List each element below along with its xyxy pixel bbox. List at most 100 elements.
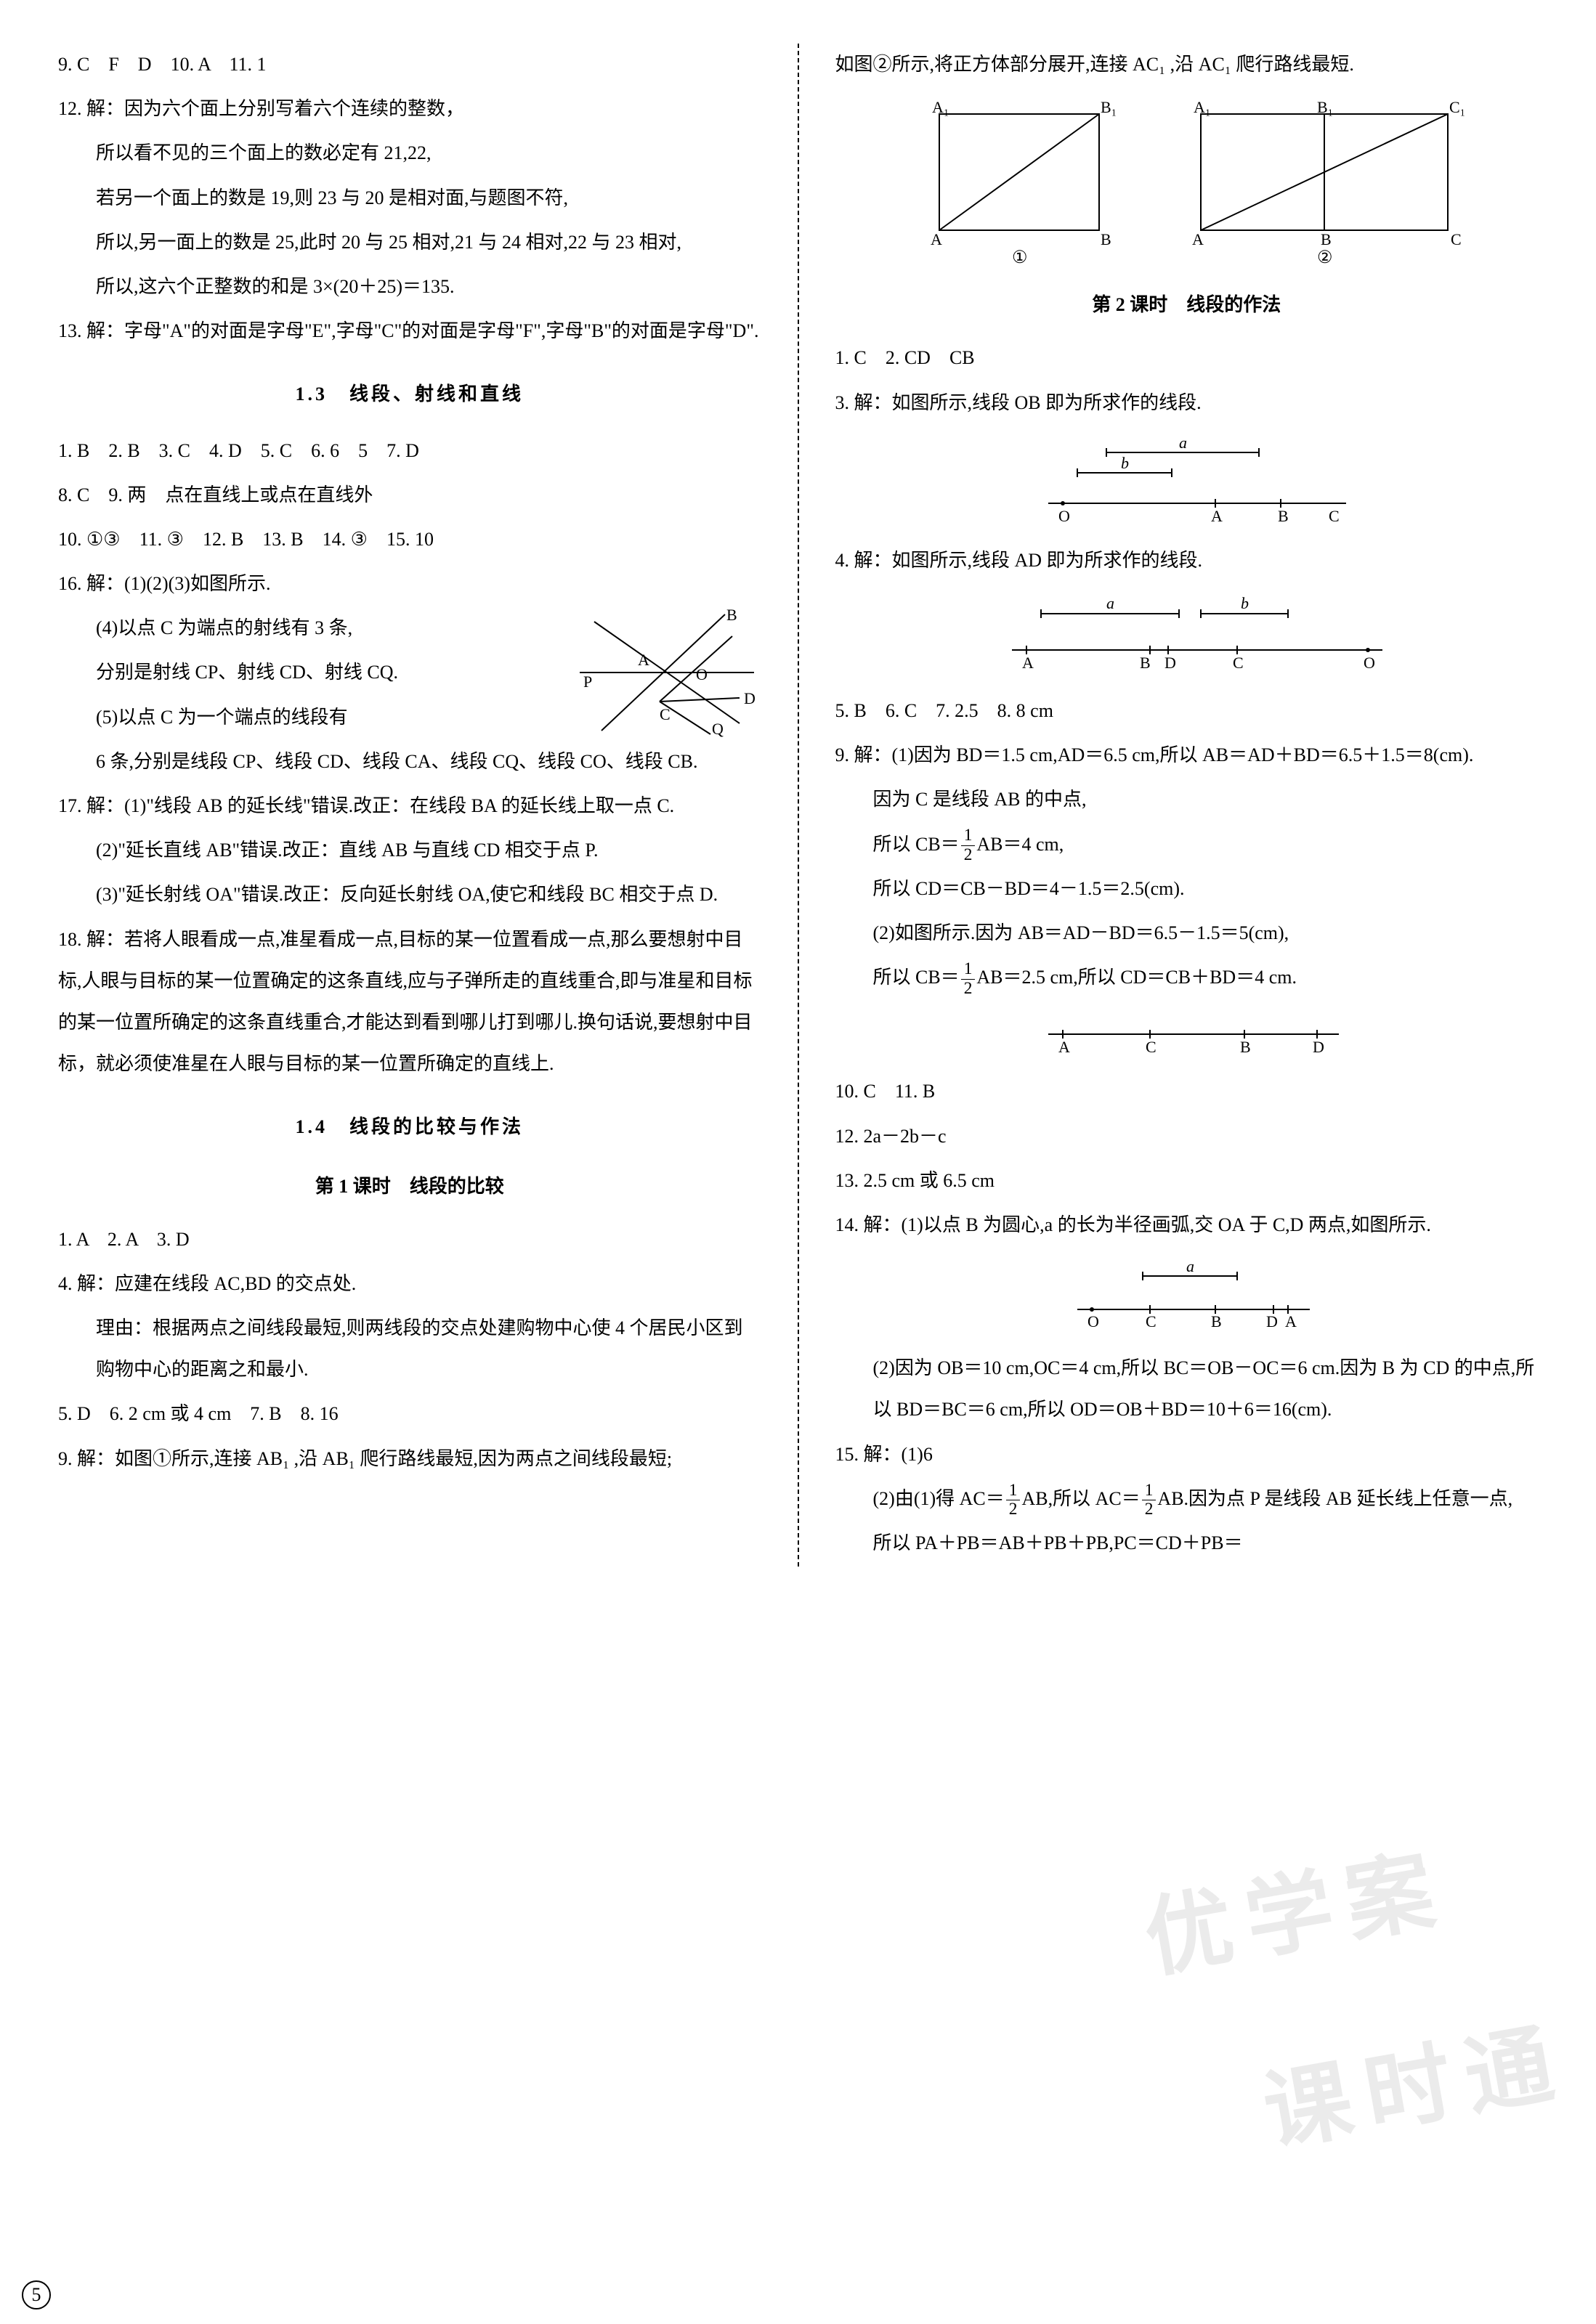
fraction-half: 12: [961, 826, 976, 864]
r-q15c: 所以 PA＋PB＝AB＋PB＋PB,PC＝CD＋PB＝: [835, 1522, 1539, 1564]
svg-text:b: b: [1121, 454, 1129, 472]
s13-row2: 8. C 9. 两 点在直线上或点在直线外: [58, 474, 761, 516]
svg-text:P: P: [583, 673, 592, 691]
r-q9: 9. 解：(1)因为 BD＝1.5 cm,AD＝6.5 cm,所以 AB＝AD＋…: [835, 734, 1539, 776]
r-q3: 3. 解：如图所示,线段 OB 即为所求作的线段.: [835, 382, 1539, 423]
r-q9d: (2)如图所示.因为 AB＝AD－BD＝6.5－1.5＝5(cm),: [835, 912, 1539, 954]
svg-text:C: C: [1233, 654, 1244, 672]
fraction-half-3: 12: [1006, 1482, 1021, 1519]
svg-text:A: A: [1211, 507, 1223, 525]
svg-text:B: B: [1140, 654, 1151, 672]
r-q14: 14. 解：(1)以点 B 为圆心,a 的长为半径画弧,交 OA 于 C,D 两…: [835, 1204, 1539, 1246]
page-columns: 9. C F D 10. A 11. 1 12. 解：因为六个面上分别写着六个连…: [58, 44, 1538, 1567]
q4: 4. 解：应建在线段 AC,BD 的交点处.: [58, 1263, 761, 1304]
label-A1-2: A₁: [1194, 99, 1211, 116]
label-B: B: [1101, 230, 1111, 248]
svg-text:B: B: [1211, 1312, 1222, 1330]
s141-row1: 1. A 2. A 3. D: [58, 1219, 761, 1260]
s13-row1: 1. B 2. B 3. C 4. D 5. C 6. 6 5 7. D: [58, 430, 761, 471]
q17c: (3)"延长射线 OA"错误.改正：反向延长射线 OA,使它和线段 BC 相交于…: [58, 874, 761, 915]
svg-text:B: B: [726, 607, 737, 624]
q17: 17. 解：(1)"线段 AB 的延长线"错误.改正：在线段 BA 的延长线上取…: [58, 785, 761, 826]
section-1-4-title: 1.4 线段的比较与作法: [58, 1106, 761, 1147]
figure-q14: a O C B D A: [835, 1260, 1539, 1333]
r-q9a: 因为 C 是线段 AB 的中点,: [835, 779, 1539, 820]
q12a: 所以看不见的三个面上的数必定有 21,22,: [58, 132, 761, 174]
svg-text:O: O: [1364, 654, 1375, 672]
label-C: C: [1451, 230, 1462, 248]
svg-text:a: a: [1179, 438, 1187, 452]
svg-text:D: D: [1266, 1312, 1278, 1330]
answer-row: 9. C F D 10. A 11. 1: [58, 44, 761, 85]
label-B1: B₁: [1101, 99, 1117, 116]
svg-text:Q: Q: [712, 720, 724, 738]
lesson-1-title: 第 1 课时 线段的比较: [58, 1166, 761, 1207]
r-row1: 1. C 2. CD CB: [835, 337, 1539, 378]
left-column: 9. C F D 10. A 11. 1 12. 解：因为六个面上分别写着六个连…: [58, 44, 761, 1567]
section-1-3-title: 1.3 线段、射线和直线: [58, 373, 761, 415]
right-column: 如图②所示,将正方体部分展开,连接 AC₁ ,沿 AC₁ 爬行路线最短. A₁ …: [835, 44, 1539, 1567]
fraction-half-2: 12: [961, 960, 976, 998]
svg-text:a: a: [1186, 1260, 1194, 1275]
r-top: 如图②所示,将正方体部分展开,连接 AC₁ ,沿 AC₁ 爬行路线最短.: [835, 44, 1539, 85]
q16c: (5)以点 C 为一个端点的线段有: [58, 696, 558, 738]
r-q15: 15. 解：(1)6: [835, 1434, 1539, 1475]
figure-q16: P A O B C D Q: [572, 607, 761, 738]
svg-text:A: A: [1285, 1312, 1297, 1330]
q16b: 分别是射线 CP、射线 CD、射线 CQ.: [58, 651, 558, 693]
svg-text:C: C: [1146, 1312, 1157, 1330]
label-B-2: B: [1321, 230, 1332, 248]
svg-text:O: O: [1058, 507, 1070, 525]
watermark: 优学案 课时通: [1130, 1779, 1582, 2225]
q16-with-figure: (4)以点 C 为端点的射线有 3 条, 分别是射线 CP、射线 CD、射线 C…: [58, 607, 761, 741]
label-A-2: A: [1192, 230, 1204, 248]
r-q12: 12. 2a－2b－c: [835, 1116, 1539, 1157]
label-A1: A₁: [932, 99, 949, 116]
label-one: ①: [1012, 248, 1028, 267]
figure-q4: a b A B D C O: [835, 596, 1539, 675]
svg-text:A: A: [1058, 1038, 1070, 1056]
svg-text:O: O: [696, 665, 708, 683]
figure-cube-unfold: A₁ B₁ A B ① A₁ B₁ C₁ A B C ②: [835, 99, 1539, 267]
svg-text:A: A: [638, 651, 649, 669]
q9-left: 9. 解：如图①所示,连接 AB₁ ,沿 AB₁ 爬行路线最短,因为两点之间线段…: [58, 1438, 761, 1479]
lesson-2-title: 第 2 课时 线段的作法: [835, 284, 1539, 325]
r-row2: 5. B 6. C 7. 2.5 8. 8 cm: [835, 690, 1539, 731]
fraction-half-4: 12: [1142, 1482, 1157, 1519]
q16d: 6 条,分别是线段 CP、线段 CD、线段 CA、线段 CQ、线段 CO、线段 …: [58, 741, 761, 782]
r-q15b: (2)由(1)得 AC＝12AB,所以 AC＝12AB.因为点 P 是线段 AB…: [835, 1478, 1539, 1519]
s141-row2: 5. D 6. 2 cm 或 4 cm 7. B 8. 16: [58, 1393, 761, 1434]
q17b: (2)"延长直线 AB"错误.改正：直线 AB 与直线 CD 相交于点 P.: [58, 829, 761, 871]
r-row3: 10. C 11. B: [835, 1070, 1539, 1112]
q16: 16. 解：(1)(2)(3)如图所示.: [58, 563, 761, 604]
r-q14b: (2)因为 OB＝10 cm,OC＝4 cm,所以 BC＝OB－OC＝6 cm.…: [835, 1347, 1539, 1430]
svg-text:a: a: [1106, 596, 1114, 612]
svg-text:O: O: [1087, 1312, 1099, 1330]
q12c: 所以,另一面上的数是 25,此时 20 与 25 相对,21 与 24 相对,2…: [58, 222, 761, 263]
q4a: 理由：根据两点之间线段最短,则两线段的交点处建购物中心使 4 个居民小区到购物中…: [58, 1307, 761, 1390]
r-q4: 4. 解：如图所示,线段 AD 即为所求作的线段.: [835, 540, 1539, 581]
svg-text:B: B: [1240, 1038, 1251, 1056]
q12: 12. 解：因为六个面上分别写着六个连续的整数，: [58, 88, 761, 129]
svg-text:b: b: [1241, 596, 1249, 612]
svg-text:D: D: [1164, 654, 1176, 672]
r-q13: 13. 2.5 cm 或 6.5 cm: [835, 1160, 1539, 1201]
s13-row3: 10. ①③ 11. ③ 12. B 13. B 14. ③ 15. 10: [58, 519, 761, 560]
figure-q9: A C B D: [835, 1012, 1539, 1056]
svg-text:C: C: [1329, 507, 1340, 525]
figure-q3: a b O A B C: [835, 438, 1539, 525]
q13: 13. 解：字母"A"的对面是字母"E",字母"C"的对面是字母"F",字母"B…: [58, 310, 761, 352]
q12b: 若另一个面上的数是 19,则 23 与 20 是相对面,与题图不符,: [58, 177, 761, 219]
svg-text:D: D: [744, 689, 756, 707]
r-q9b: 所以 CB＝12AB＝4 cm,: [835, 824, 1539, 865]
r-q9e: 所以 CB＝12AB＝2.5 cm,所以 CD＝CB＋BD＝4 cm.: [835, 956, 1539, 998]
svg-text:A: A: [1022, 654, 1034, 672]
svg-text:C: C: [660, 705, 671, 723]
label-two: ②: [1317, 248, 1333, 267]
page-number: 5: [22, 2280, 51, 2309]
q12d: 所以,这六个正整数的和是 3×(20＋25)＝135.: [58, 266, 761, 307]
r-q9c: 所以 CD＝CB－BD＝4－1.5＝2.5(cm).: [835, 868, 1539, 909]
label-A: A: [931, 230, 942, 248]
q18: 18. 解：若将人眼看成一点,准星看成一点,目标的某一位置看成一点,那么要想射中…: [58, 919, 761, 1085]
label-C1: C₁: [1449, 99, 1465, 116]
